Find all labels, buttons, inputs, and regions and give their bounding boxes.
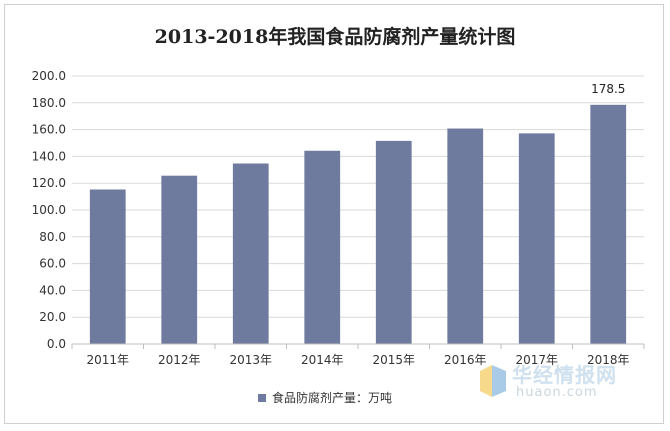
x-tick-label: 2016年 <box>444 353 487 367</box>
watermark-logo-icon <box>480 365 506 397</box>
bar <box>232 163 269 344</box>
x-tick-label: 2015年 <box>372 353 415 367</box>
bar <box>518 133 555 344</box>
y-tick-label: 200.0 <box>32 69 66 83</box>
x-axis-labels: 2011年 2012年 2013年 2014年 2015年 2016年 2017年 2018年 <box>86 353 629 367</box>
bars <box>89 104 627 344</box>
bar <box>304 150 341 344</box>
watermark-domain: huaon.com <box>516 385 598 400</box>
y-tick-label: 60.0 <box>39 257 66 271</box>
bar <box>161 175 198 344</box>
chart-title: 2013-2018年我国食品防腐剂产量统计图 <box>154 26 516 48</box>
legend-label: 食品防腐剂产量：万吨 <box>272 391 393 405</box>
x-tick-label: 2018年 <box>587 353 630 367</box>
x-tick-label: 2017年 <box>515 353 558 367</box>
x-tick-label: 2014年 <box>301 353 344 367</box>
x-tick-label: 2013年 <box>229 353 272 367</box>
bar <box>89 189 126 344</box>
bar <box>447 128 484 344</box>
watermark: 华经情报网 huaon.com <box>476 359 656 403</box>
y-tick-label: 20.0 <box>39 310 66 324</box>
legend: 食品防腐剂产量：万吨 <box>258 389 392 406</box>
bar <box>590 104 627 344</box>
x-tick-label: 2011年 <box>86 353 129 367</box>
bar <box>375 140 412 344</box>
watermark-name: 华经情报网 <box>512 363 617 387</box>
y-tick-label: 120.0 <box>32 176 66 190</box>
y-tick-label: 0.0 <box>47 337 66 351</box>
x-tick-label: 2012年 <box>158 353 201 367</box>
legend-swatch <box>258 393 266 402</box>
y-tick-label: 140.0 <box>32 149 66 163</box>
y-tick-label: 80.0 <box>39 230 66 244</box>
data-labels: 178.5 <box>591 82 625 96</box>
grid-lines <box>71 75 645 349</box>
y-tick-label: 180.0 <box>32 96 66 110</box>
y-axis-labels: 0.0 20.0 40.0 60.0 80.0 100.0 120.0 140.0 160.0 1… <box>32 69 66 351</box>
y-tick-label: 40.0 <box>39 283 66 297</box>
y-tick-label: 160.0 <box>32 123 66 137</box>
y-tick-label: 100.0 <box>32 203 66 217</box>
data-label: 178.5 <box>591 82 625 96</box>
